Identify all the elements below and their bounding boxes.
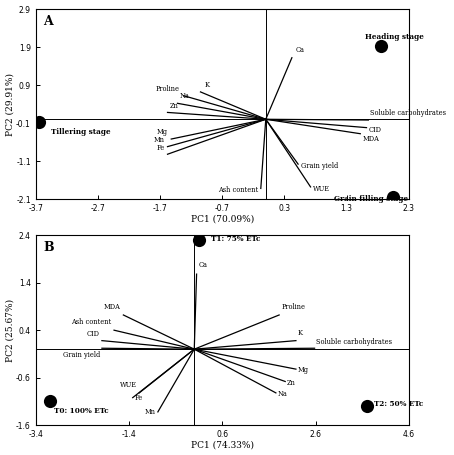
Text: Fe: Fe (134, 394, 143, 402)
Point (46, 398, 53, 405)
Text: Mg: Mg (298, 366, 309, 374)
Text: CID: CID (87, 330, 100, 338)
Text: Mg: Mg (157, 128, 168, 136)
Text: MDA: MDA (362, 135, 379, 143)
Text: MDA: MDA (104, 303, 121, 311)
Point (377, 43, 385, 50)
Text: T0: 100% ETc: T0: 100% ETc (54, 407, 109, 415)
Text: Mn: Mn (145, 408, 156, 416)
Text: Soluble carbohydrates: Soluble carbohydrates (316, 339, 392, 346)
Text: Zn: Zn (287, 379, 296, 387)
Text: Ash content: Ash content (218, 186, 258, 194)
Text: Heading stage: Heading stage (365, 33, 424, 41)
Text: Tillering stage: Tillering stage (51, 128, 111, 136)
Text: Ca: Ca (296, 46, 305, 54)
Text: K: K (298, 329, 303, 337)
Text: T1: 75% ETc: T1: 75% ETc (211, 235, 260, 243)
Text: Proline: Proline (282, 303, 306, 311)
Text: Na: Na (278, 390, 288, 398)
Y-axis label: PC2 (25.67%): PC2 (25.67%) (5, 298, 15, 362)
Text: Mn: Mn (154, 136, 165, 144)
Text: Soluble carbohydrates: Soluble carbohydrates (370, 109, 446, 117)
Point (35, 119, 42, 126)
Text: Zn: Zn (170, 102, 179, 110)
Text: B: B (43, 241, 54, 254)
X-axis label: PC1 (74.33%): PC1 (74.33%) (191, 440, 254, 450)
Text: T2: 50% ETc: T2: 50% ETc (374, 400, 423, 409)
Text: Na: Na (180, 92, 190, 100)
Point (390, 193, 397, 201)
Text: Ca: Ca (199, 261, 208, 269)
Text: Grain yield: Grain yield (63, 351, 100, 359)
Text: Proline: Proline (156, 85, 180, 93)
Text: Grain filling stage: Grain filling stage (334, 195, 408, 202)
Point (195, 236, 202, 243)
Text: Ash content: Ash content (71, 318, 111, 326)
Text: Fe: Fe (157, 144, 165, 152)
Text: CID: CID (368, 126, 381, 134)
Text: A: A (43, 15, 53, 28)
Text: WUE: WUE (313, 185, 330, 192)
X-axis label: PC1 (70.09%): PC1 (70.09%) (191, 214, 254, 223)
Text: Grain yield: Grain yield (301, 162, 338, 170)
Y-axis label: PC2 (29.91%): PC2 (29.91%) (6, 72, 15, 136)
Text: K: K (205, 81, 210, 89)
Point (363, 403, 370, 410)
Text: WUE: WUE (120, 381, 138, 389)
